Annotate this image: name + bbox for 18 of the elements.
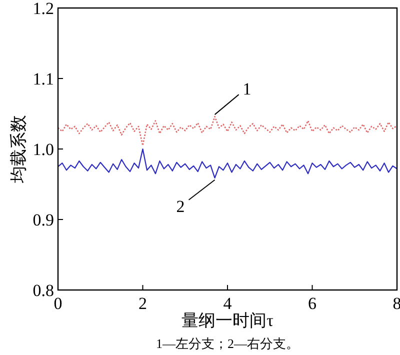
y-axis-title: 均载系数 — [9, 115, 28, 184]
annotation: 2 — [176, 196, 185, 216]
text: 1—左分支；2—右分支。 — [156, 336, 299, 351]
x-tick-label: 4 — [223, 294, 232, 313]
line-series — [57, 116, 398, 146]
y-tick-label: 1.0 — [32, 140, 54, 159]
annotation: 2 — [176, 179, 216, 216]
x-tick-label: 0 — [54, 294, 62, 313]
x-axis-title: 量纲一时间τ — [182, 311, 274, 330]
y-tick-label: 1.2 — [32, 0, 54, 18]
y-tick-label: 0.9 — [32, 210, 54, 230]
y-tick-label: 1.1 — [32, 70, 54, 88]
y-tick-label: 0.8 — [32, 281, 54, 300]
line-series — [57, 148, 398, 178]
x-tick-label: 6 — [308, 294, 316, 313]
annotation: 1 — [242, 80, 252, 99]
annotation: 1 — [214, 80, 252, 116]
x-tick-label: 2 — [138, 294, 147, 313]
